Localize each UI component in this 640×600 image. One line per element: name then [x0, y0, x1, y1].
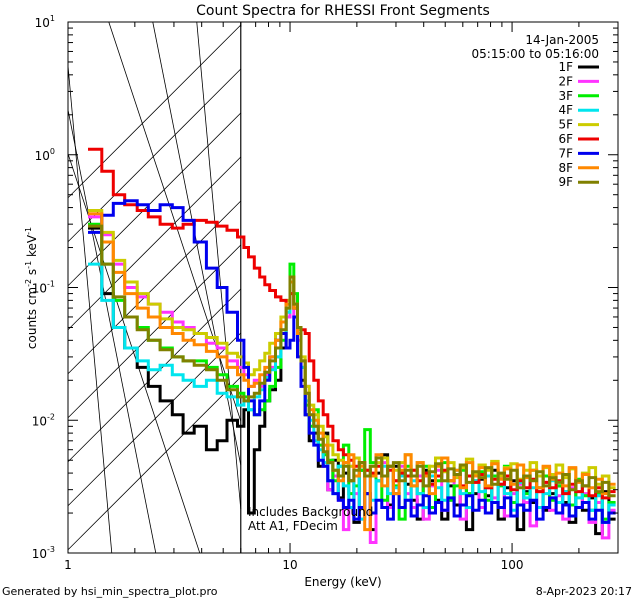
ylabel-exp3: -1: [24, 227, 33, 235]
ylabel-main: counts cm: [25, 287, 39, 349]
series-6F: [88, 147, 616, 500]
y-tick-label: 10-3: [32, 545, 55, 561]
y-tick-label: 100: [35, 147, 55, 163]
y-tick-label: 101: [35, 14, 55, 30]
chart-title: Count Spectra for RHESSI Front Segments: [196, 3, 490, 19]
x-axis-ticks: 1 10 100: [64, 22, 619, 572]
series-7F: [88, 199, 616, 524]
legend-label-9F: 9F: [558, 175, 573, 189]
hatch-line: [68, 156, 242, 331]
hatch-line: [68, 288, 242, 463]
y-tick-base: 10: [32, 414, 47, 428]
x-tick-label: 100: [501, 558, 524, 572]
series-layer: [88, 147, 616, 544]
x-tick-label: 1: [64, 558, 72, 572]
hatch-line: [68, 200, 242, 375]
y-tick-exponent: -1: [47, 280, 55, 289]
legend-label-1F: 1F: [558, 60, 573, 74]
y-tick-label: 10-2: [32, 412, 55, 428]
x-tick-label: 10: [282, 558, 297, 572]
y-tick-label: 10-1: [32, 280, 55, 296]
annotation-attenuator: Att A1, FDecim: [248, 519, 338, 533]
legend-label-2F: 2F: [558, 74, 573, 88]
y-tick-base: 10: [32, 547, 47, 561]
y-tick-base: 10: [35, 149, 50, 163]
legend-label-7F: 7F: [558, 146, 573, 160]
ylabel-kev: keV: [25, 234, 39, 261]
legend-label-6F: 6F: [558, 132, 573, 146]
hatch-line: [68, 376, 242, 551]
y-tick-exponent: -2: [47, 412, 55, 421]
ylabel-exp1: -2: [24, 279, 33, 287]
x-axis-label: Energy (keV): [304, 575, 381, 589]
legend-label-4F: 4F: [558, 103, 573, 117]
hatch-line: [68, 65, 113, 553]
series-9F: [88, 224, 616, 498]
legend-label-3F: 3F: [558, 89, 573, 103]
hatch-line: [68, 332, 242, 507]
hatch-line: [68, 109, 157, 553]
time-range-label: 05:15:00 to 05:16:00: [472, 47, 599, 61]
y-tick-exponent: 0: [50, 147, 55, 156]
y-tick-exponent: 1: [50, 14, 55, 23]
legend-label-5F: 5F: [558, 118, 573, 132]
y-tick-base: 10: [32, 282, 47, 296]
hatch-line: [68, 24, 242, 199]
ylabel-exp2: -1: [24, 261, 33, 269]
date-label: 14-Jan-2005: [525, 33, 599, 47]
footer-generator: Generated by hsi_min_spectra_plot.pro: [2, 585, 218, 598]
legend-label-8F: 8F: [558, 161, 573, 175]
annotation-background: Includes Background: [248, 505, 373, 519]
y-axis-label: counts cm-2 s-1 keV-1: [24, 227, 39, 349]
y-tick-exponent: -3: [47, 545, 55, 554]
ylabel-s: s: [25, 269, 39, 279]
footer-timestamp: 8-Apr-2023 20:17: [536, 585, 632, 598]
y-tick-base: 10: [35, 16, 50, 30]
